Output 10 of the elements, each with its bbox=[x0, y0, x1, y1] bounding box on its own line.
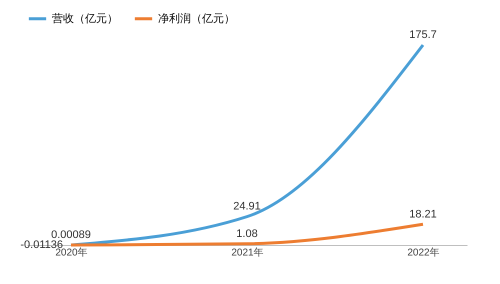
legend-label: 营收（亿元） bbox=[52, 12, 118, 25]
x-tick-label: 2022年 bbox=[407, 246, 440, 258]
x-tick-label: 2021年 bbox=[231, 246, 264, 258]
data-label: 18.21 bbox=[409, 208, 437, 220]
x-tick-label: 2020年 bbox=[55, 246, 88, 258]
data-label: 0.00089 bbox=[51, 228, 91, 241]
data-label: 175.7 bbox=[409, 29, 437, 41]
data-label: 1.08 bbox=[236, 228, 258, 240]
legend-label: 净利润（亿元） bbox=[158, 12, 235, 25]
data-label: 24.91 bbox=[233, 200, 261, 213]
